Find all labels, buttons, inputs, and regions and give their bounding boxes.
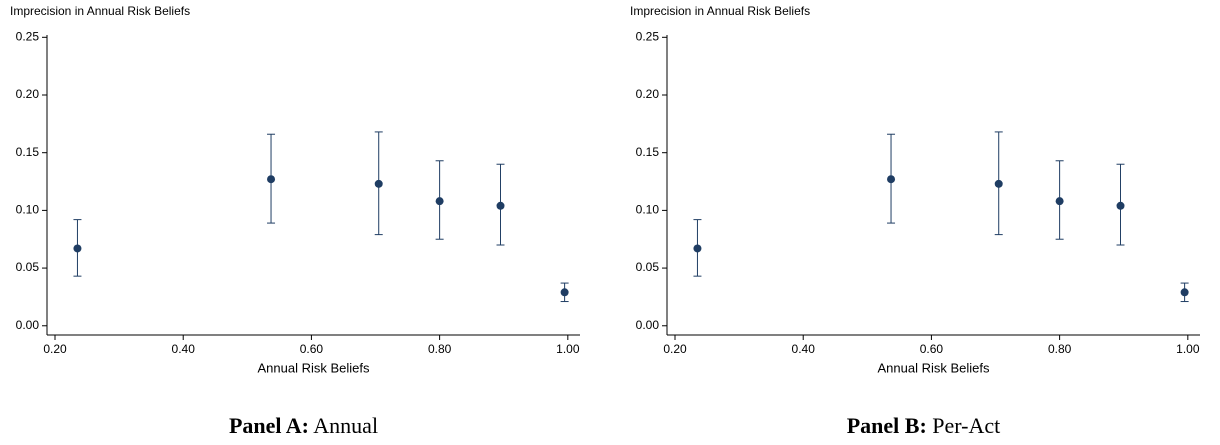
- point: [496, 201, 505, 210]
- panel-name: Per-Act: [932, 413, 1000, 438]
- x-tick-label: 0.40: [792, 342, 816, 356]
- y-tick-label: 0.20: [636, 87, 660, 101]
- point: [1055, 197, 1064, 206]
- y-axis-title: Imprecision in Annual Risk Beliefs: [630, 4, 810, 18]
- y-tick-label: 0.25: [636, 29, 660, 43]
- panel-label: Panel A:: [229, 413, 309, 438]
- x-tick-label: 1.00: [1176, 342, 1200, 356]
- x-tick-label: 0.60: [300, 342, 324, 356]
- y-tick-label: 0.25: [16, 29, 40, 43]
- x-tick-label: 1.00: [556, 342, 580, 356]
- y-tick-label: 0.20: [16, 87, 40, 101]
- point: [374, 179, 383, 188]
- point: [693, 244, 702, 253]
- panel-label: Panel B:: [847, 413, 927, 438]
- x-tick-label: 0.80: [1048, 342, 1072, 356]
- point: [1116, 201, 1125, 210]
- y-tick-label: 0.10: [16, 203, 40, 217]
- panel-name: Annual: [313, 413, 378, 438]
- point: [435, 197, 444, 206]
- x-tick-label: 0.20: [43, 342, 67, 356]
- chart-panel: 0.00 0.05 0.10 0.15 0.20 0.25 0.20 0.40 0.60 0.80…: [10, 4, 580, 438]
- y-axis-title: Imprecision in Annual Risk Beliefs: [10, 4, 190, 18]
- y-tick-label: 0.15: [16, 145, 40, 159]
- y-tick-label: 0.05: [636, 260, 660, 274]
- point: [267, 175, 276, 184]
- panel-caption: Panel B: Per-Act: [847, 413, 1001, 438]
- y-tick-label: 0.00: [636, 318, 660, 332]
- x-tick-label: 0.80: [428, 342, 452, 356]
- point: [1180, 288, 1189, 297]
- x-tick-label: 0.40: [172, 342, 196, 356]
- point: [994, 179, 1003, 188]
- point: [73, 244, 82, 253]
- y-tick-label: 0.05: [16, 260, 40, 274]
- x-axis-title: Annual Risk Beliefs: [258, 360, 370, 375]
- y-tick-label: 0.00: [16, 318, 40, 332]
- x-tick-label: 0.20: [663, 342, 687, 356]
- point: [560, 288, 569, 297]
- x-tick-label: 0.60: [920, 342, 944, 356]
- point: [887, 175, 896, 184]
- panel-caption: Panel A: Annual: [229, 413, 378, 438]
- y-tick-label: 0.10: [636, 203, 660, 217]
- chart-panel: 0.00 0.05 0.10 0.15 0.20 0.25 0.20 0.40 0.60 0.80…: [630, 4, 1200, 438]
- x-axis-title: Annual Risk Beliefs: [878, 360, 990, 375]
- y-tick-label: 0.15: [636, 145, 660, 159]
